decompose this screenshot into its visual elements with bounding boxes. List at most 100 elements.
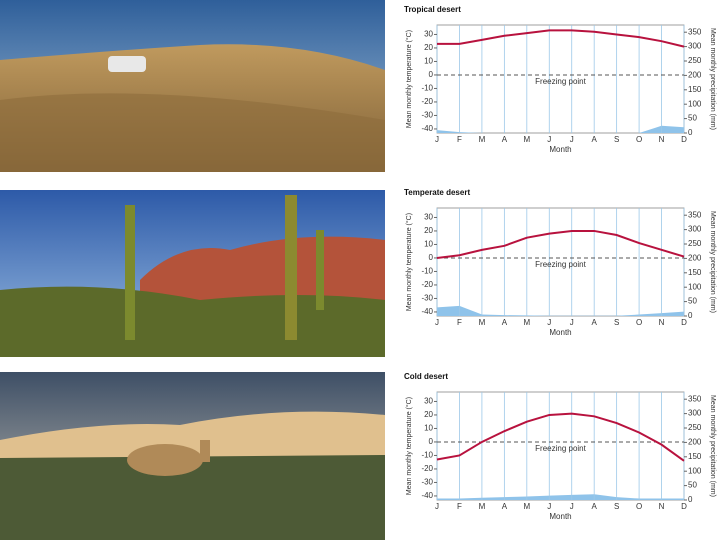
y-tick-label: 10 bbox=[424, 240, 433, 249]
y2-tick-label: 150 bbox=[688, 85, 702, 94]
x-tick-label: J bbox=[435, 318, 439, 327]
y2-tick-label: 150 bbox=[688, 268, 702, 277]
y2-tick-label: 200 bbox=[688, 71, 702, 80]
y2-axis-label: Mean monthly precipitation (mm) bbox=[709, 211, 716, 313]
chart-title: Cold desert bbox=[404, 372, 448, 381]
x-tick-label: A bbox=[502, 502, 508, 511]
temperature-line bbox=[436, 229, 685, 259]
x-tick-label: M bbox=[523, 502, 530, 511]
plot-area bbox=[436, 391, 685, 501]
y2-tick-label: 100 bbox=[688, 282, 702, 291]
x-tick-label: J bbox=[547, 502, 551, 511]
y-tick-label: 0 bbox=[429, 437, 434, 446]
y-tick-label: -40 bbox=[421, 124, 433, 133]
y-tick-label: 0 bbox=[429, 253, 434, 262]
x-tick-label: N bbox=[659, 135, 665, 144]
y2-tick-label: 0 bbox=[688, 128, 693, 137]
x-tick-label: N bbox=[659, 318, 665, 327]
x-tick-label: J bbox=[547, 135, 551, 144]
chart-title: Tropical desert bbox=[404, 5, 461, 14]
x-tick-label: S bbox=[614, 502, 619, 511]
y-tick-label: 30 bbox=[424, 397, 433, 406]
y-axis-label: Mean monthly temperature (°C) bbox=[405, 213, 413, 311]
x-tick-label: M bbox=[479, 318, 486, 327]
y-tick-label: 20 bbox=[424, 226, 433, 235]
x-axis-label: Month bbox=[549, 328, 571, 337]
y-tick-label: -20 bbox=[421, 97, 433, 106]
x-axis-label: Month bbox=[549, 145, 571, 154]
x-tick-label: A bbox=[502, 135, 508, 144]
y2-tick-label: 200 bbox=[688, 438, 702, 447]
x-tick-label: J bbox=[570, 502, 574, 511]
y2-tick-label: 100 bbox=[688, 99, 702, 108]
x-tick-label: J bbox=[435, 135, 439, 144]
y-tick-label: 20 bbox=[424, 410, 433, 419]
y2-axis-label: Mean monthly precipitation (mm) bbox=[709, 395, 716, 497]
x-axis-label: Month bbox=[549, 512, 571, 521]
y2-tick-label: 350 bbox=[688, 27, 702, 36]
x-tick-label: F bbox=[457, 135, 462, 144]
x-tick-label: A bbox=[502, 318, 508, 327]
y2-tick-label: 300 bbox=[688, 42, 702, 51]
x-tick-label: D bbox=[681, 318, 687, 327]
x-tick-label: J bbox=[570, 318, 574, 327]
photo-cold bbox=[0, 372, 385, 540]
y-tick-label: -10 bbox=[421, 84, 433, 93]
y-tick-label: 10 bbox=[424, 424, 433, 433]
y2-tick-label: 250 bbox=[688, 239, 702, 248]
y-tick-label: -20 bbox=[421, 280, 433, 289]
y-tick-label: 0 bbox=[429, 70, 434, 79]
x-tick-label: M bbox=[523, 318, 530, 327]
x-tick-label: A bbox=[592, 318, 598, 327]
x-tick-label: O bbox=[636, 502, 642, 511]
photo-tropical bbox=[0, 0, 385, 172]
x-tick-label: S bbox=[614, 318, 619, 327]
precipitation-area bbox=[437, 125, 684, 133]
y2-tick-label: 300 bbox=[688, 225, 702, 234]
temperature-line bbox=[437, 29, 685, 48]
photo-temperate bbox=[0, 190, 385, 357]
x-tick-label: O bbox=[636, 135, 642, 144]
y-tick-label: -30 bbox=[421, 111, 433, 120]
x-tick-label: M bbox=[523, 135, 530, 144]
x-tick-label: F bbox=[457, 502, 462, 511]
x-tick-label: F bbox=[457, 318, 462, 327]
x-tick-label: O bbox=[636, 318, 642, 327]
y-tick-label: 30 bbox=[424, 213, 433, 222]
y2-tick-label: 350 bbox=[688, 210, 702, 219]
y-tick-label: -30 bbox=[421, 478, 433, 487]
y2-tick-label: 350 bbox=[688, 394, 702, 403]
y-axis-label: Mean monthly temperature (°C) bbox=[405, 30, 413, 128]
y2-tick-label: 200 bbox=[688, 254, 702, 263]
y2-tick-label: 100 bbox=[688, 466, 702, 475]
y-tick-label: -30 bbox=[421, 294, 433, 303]
x-tick-label: M bbox=[479, 502, 486, 511]
y2-tick-label: 250 bbox=[688, 56, 702, 65]
chart-title: Temperate desert bbox=[404, 188, 470, 197]
x-tick-label: A bbox=[592, 135, 598, 144]
freezing-label: Freezing point bbox=[535, 77, 586, 86]
x-tick-label: J bbox=[547, 318, 551, 327]
y2-tick-label: 0 bbox=[688, 495, 693, 504]
freezing-label: Freezing point bbox=[535, 260, 586, 269]
y-tick-label: -40 bbox=[421, 491, 433, 500]
y2-tick-label: 50 bbox=[688, 297, 697, 306]
y-tick-label: -10 bbox=[421, 267, 433, 276]
temperature-line bbox=[436, 412, 685, 462]
y2-axis-label: Mean monthly precipitation (mm) bbox=[709, 28, 716, 130]
y2-tick-label: 50 bbox=[688, 114, 697, 123]
x-tick-label: S bbox=[614, 135, 619, 144]
y-axis-label: Mean monthly temperature (°C) bbox=[405, 397, 413, 495]
y2-tick-label: 150 bbox=[688, 452, 702, 461]
precipitation-area bbox=[437, 305, 684, 316]
y-tick-label: -40 bbox=[421, 307, 433, 316]
y2-tick-label: 50 bbox=[688, 481, 697, 490]
x-tick-label: D bbox=[681, 502, 687, 511]
y-tick-label: 30 bbox=[424, 30, 433, 39]
y-tick-label: 20 bbox=[424, 43, 433, 52]
y2-tick-label: 300 bbox=[688, 409, 702, 418]
y-tick-label: -10 bbox=[421, 451, 433, 460]
precipitation-area bbox=[437, 494, 684, 500]
x-tick-label: N bbox=[659, 502, 665, 511]
